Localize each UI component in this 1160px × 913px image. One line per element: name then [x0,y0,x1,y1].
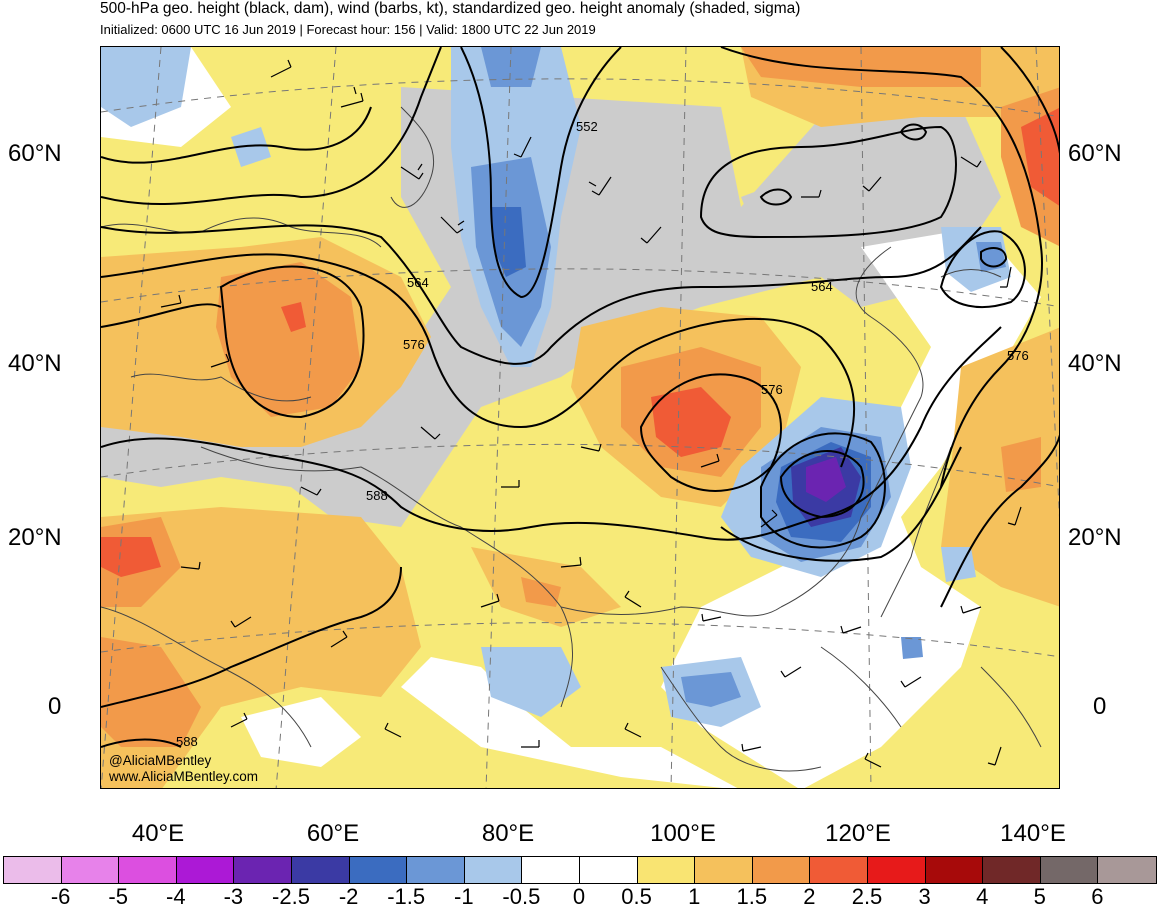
colorbar-tick-label: 4 [976,884,989,909]
colorbar-segment [349,857,408,883]
contour-label: 588 [366,488,388,503]
colorbar-tick-label: -1 [454,884,474,909]
colorbar-segment [61,857,120,883]
colorbar-tick-label: -3 [223,884,244,909]
colorbar-segment [810,857,868,883]
contour-label-group: 552 564 564 576 576 576 588 588 [176,119,1029,749]
wind-barbs [160,59,1022,768]
colorbar-tick-label: -2 [338,884,359,909]
contour-label: 576 [761,382,783,397]
colorbar-segment [752,857,811,883]
map-title: 500-hPa geo. height (black, dam), wind (… [100,0,801,17]
colorbar-tick-label: -6 [50,884,71,909]
lat-label-right-0: 0 [1093,693,1107,720]
colorbar-segment [867,857,926,883]
colorbar-tick-label: -0.5 [502,884,541,909]
contour-label: 564 [811,279,833,294]
colorbar-segment [4,857,62,883]
lat-label-right-60: 60°N [1068,140,1122,167]
colorbar-tick-label: -1.5 [387,884,426,909]
colorbar-segment [407,857,465,883]
colorbar [3,856,1157,884]
colorbar-tick-label: 0.5 [621,884,652,909]
colorbar-tick-label: 1.5 [736,884,768,909]
colorbar-tick-label: 5 [1033,884,1046,909]
anomaly-shading [101,47,1059,788]
colorbar-tick-label: -2.5 [272,884,310,909]
colorbar-segment [1098,857,1156,883]
white-region-pacific [401,227,1041,788]
graticule [101,47,1059,788]
contour-label: 552 [576,119,598,134]
lat-label-left-20: 20°N [8,524,62,551]
colorbar-segment [522,857,580,883]
contour-label: 576 [403,337,425,352]
lat-label-left-60: 60°N [8,140,62,167]
colorbar-segment [579,857,638,883]
height-contours [101,47,1059,748]
contour-label: 588 [176,734,198,749]
lon-label-100: 100°E [650,820,716,847]
lat-label-left-0: 0 [48,693,62,720]
contour-label: 564 [407,275,429,290]
colorbar-segment [925,857,984,883]
lat-label-right-20: 20°N [1068,524,1122,551]
colorbar-tick-label: 2.5 [851,884,883,909]
colorbar-tick-label: 1 [688,884,701,909]
colorbar-segment [234,857,292,883]
colorbar-tick-label: -4 [166,884,186,909]
colorbar-segment [464,857,523,883]
credit-handle: @AliciaMBentley [109,753,212,768]
credit-website: www.AliciaMBentley.com [109,769,259,784]
lon-label-80: 80°E [481,820,535,847]
colorbar-segment [291,857,350,883]
map-subtitle: Initialized: 0600 UTC 16 Jun 2019 | Fore… [100,22,596,37]
colorbar-segment [637,857,696,883]
colorbar-tick-label: 0 [572,884,586,909]
colorbar-segment [1040,857,1099,883]
lon-label-40: 40°E [131,820,185,847]
colorbar-tick-label: -5 [108,884,128,909]
colorbar-tick-label: 2 [803,884,816,909]
lon-label-60: 60°E [306,820,360,847]
contour-label: 576 [1007,348,1029,363]
positive-anomaly-west-pacific [941,327,1059,607]
colorbar-segment [983,857,1041,883]
lon-label-140: 140°E [1000,820,1066,847]
map-panel: 552 564 564 576 576 576 588 588 [100,46,1060,789]
colorbar-segment [695,857,753,883]
colorbar-segment [176,857,235,883]
coastlines [101,106,1042,772]
colorbar-tick-label: 6 [1091,884,1104,909]
colorbar-tick-label: 3 [918,884,931,909]
lat-label-left-40: 40°N [8,350,62,377]
lon-label-120: 120°E [825,820,891,847]
colorbar-segment [119,857,177,883]
lat-label-right-40: 40°N [1068,350,1122,377]
